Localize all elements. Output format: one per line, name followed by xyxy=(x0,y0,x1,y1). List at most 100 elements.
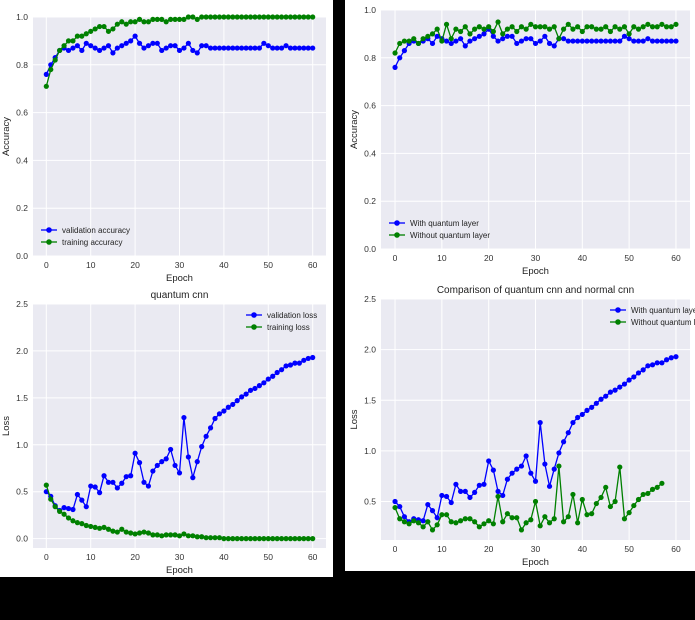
data-point xyxy=(607,28,614,35)
data-point xyxy=(659,38,665,44)
data-point xyxy=(65,47,72,54)
x-tick-label: 20 xyxy=(130,552,140,562)
data-point xyxy=(504,26,511,32)
y-tick-label: 0.0 xyxy=(16,251,28,261)
data-point xyxy=(172,462,178,469)
x-tick-label: 60 xyxy=(308,260,318,270)
data-point xyxy=(261,536,267,542)
data-point xyxy=(230,536,236,542)
data-point xyxy=(486,458,492,464)
data-point xyxy=(150,468,156,474)
data-point xyxy=(65,505,72,512)
data-point xyxy=(401,48,408,54)
data-point xyxy=(504,511,511,517)
legend-label: validation accuracy xyxy=(62,226,130,235)
data-point xyxy=(472,26,478,32)
data-point xyxy=(287,536,294,542)
data-point xyxy=(136,460,143,466)
data-point xyxy=(310,354,316,361)
data-point xyxy=(181,531,187,537)
data-point xyxy=(495,38,501,44)
data-point xyxy=(132,531,138,537)
data-point xyxy=(635,26,642,32)
y-tick-label: 1.5 xyxy=(364,395,376,405)
y-axis-label: Accuracy xyxy=(1,117,12,156)
data-point xyxy=(252,45,258,51)
data-point xyxy=(570,491,576,498)
data-point xyxy=(74,520,80,526)
data-point xyxy=(70,518,76,524)
data-point xyxy=(635,496,642,503)
data-point xyxy=(532,478,539,484)
data-point xyxy=(448,519,454,525)
data-point xyxy=(575,414,581,421)
data-point xyxy=(434,33,440,39)
data-point xyxy=(274,14,280,20)
data-point xyxy=(565,38,571,44)
data-point xyxy=(640,38,646,44)
series-1 xyxy=(43,33,316,77)
series-2 xyxy=(392,463,665,533)
data-point xyxy=(425,519,431,525)
data-point xyxy=(221,14,227,20)
data-point xyxy=(154,532,160,538)
data-point xyxy=(199,534,205,540)
x-tick-label: 60 xyxy=(308,552,318,562)
data-point xyxy=(570,26,576,32)
data-point xyxy=(123,474,129,480)
data-point xyxy=(668,24,674,30)
data-point xyxy=(551,43,557,49)
y-tick-label: 0.4 xyxy=(364,148,376,158)
data-point xyxy=(443,21,450,27)
data-point xyxy=(230,14,236,20)
data-point xyxy=(575,520,581,526)
y-tick-label: 0.8 xyxy=(16,60,28,70)
data-point xyxy=(168,16,174,22)
data-point xyxy=(61,43,67,49)
data-point xyxy=(612,24,618,30)
legend-marker xyxy=(615,307,621,313)
data-point xyxy=(649,24,656,30)
data-point xyxy=(481,521,487,527)
data-point xyxy=(43,83,49,89)
data-point xyxy=(292,45,298,51)
data-point xyxy=(287,362,294,368)
data-point xyxy=(119,43,125,49)
data-point xyxy=(598,38,604,44)
data-point xyxy=(462,488,468,494)
data-point xyxy=(225,536,231,542)
data-point xyxy=(593,500,599,507)
data-point xyxy=(141,479,147,485)
data-point xyxy=(216,14,223,20)
data-point xyxy=(52,504,58,510)
data-point xyxy=(523,36,529,42)
data-point xyxy=(292,14,298,20)
data-point xyxy=(593,38,599,44)
data-point xyxy=(190,14,196,20)
data-point xyxy=(243,391,249,397)
y-tick-label: 0.8 xyxy=(364,53,376,63)
data-point xyxy=(570,38,576,44)
data-point xyxy=(518,24,525,30)
data-point xyxy=(467,494,473,501)
data-point xyxy=(462,516,468,522)
data-point xyxy=(481,26,487,32)
data-point xyxy=(261,40,267,46)
data-point xyxy=(207,535,214,541)
data-point xyxy=(136,40,143,46)
data-point xyxy=(649,38,656,44)
data-point xyxy=(301,45,307,51)
data-point xyxy=(150,532,156,538)
x-tick-label: 0 xyxy=(393,253,398,263)
data-point xyxy=(92,45,98,51)
data-point xyxy=(203,535,209,541)
data-point xyxy=(265,14,271,20)
data-point xyxy=(216,411,223,417)
data-point xyxy=(176,16,183,22)
data-point xyxy=(70,38,76,44)
data-point xyxy=(589,511,595,517)
data-point xyxy=(83,522,89,529)
data-point xyxy=(565,21,571,27)
data-point xyxy=(472,36,478,42)
data-point xyxy=(83,504,89,510)
